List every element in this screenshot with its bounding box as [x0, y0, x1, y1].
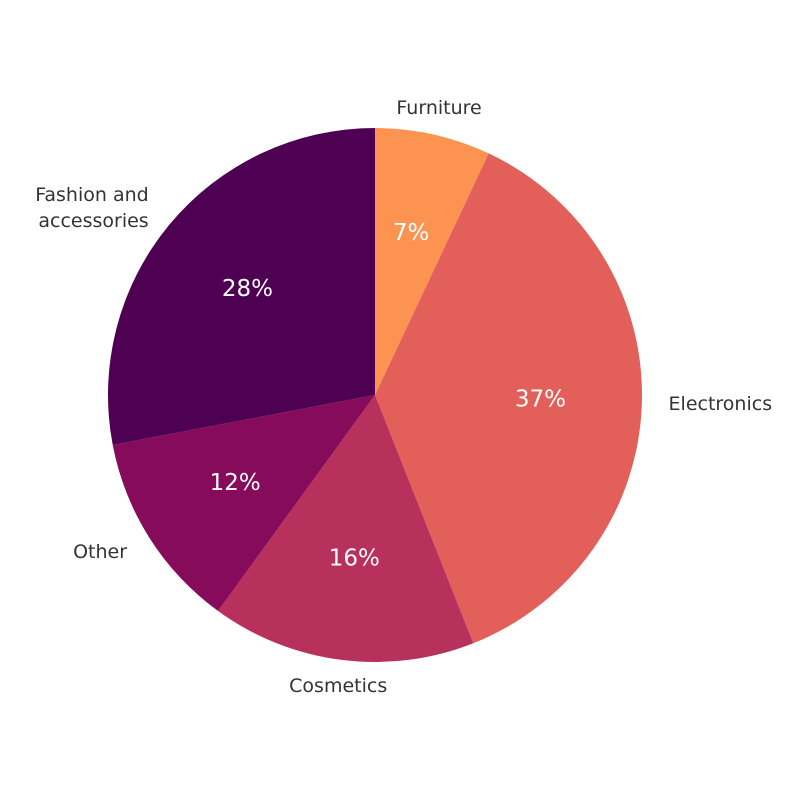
- value-label: 7%: [393, 220, 430, 246]
- category-label: Other: [73, 541, 128, 564]
- pie-slice: [218, 395, 474, 662]
- pie-slice: [112, 395, 375, 612]
- category-label: Furniture: [396, 97, 482, 120]
- category-label: Cosmetics: [289, 675, 388, 698]
- value-label: 37%: [515, 387, 566, 413]
- pie-slice: [375, 153, 642, 644]
- value-label: 12%: [210, 470, 261, 496]
- category-label: Electronics: [668, 393, 773, 416]
- value-label: 16%: [329, 546, 380, 572]
- pie-slice: [375, 128, 489, 395]
- value-label: 28%: [222, 276, 273, 302]
- pie-slice: [107, 128, 376, 446]
- category-label: Fashion and accessories: [35, 183, 149, 232]
